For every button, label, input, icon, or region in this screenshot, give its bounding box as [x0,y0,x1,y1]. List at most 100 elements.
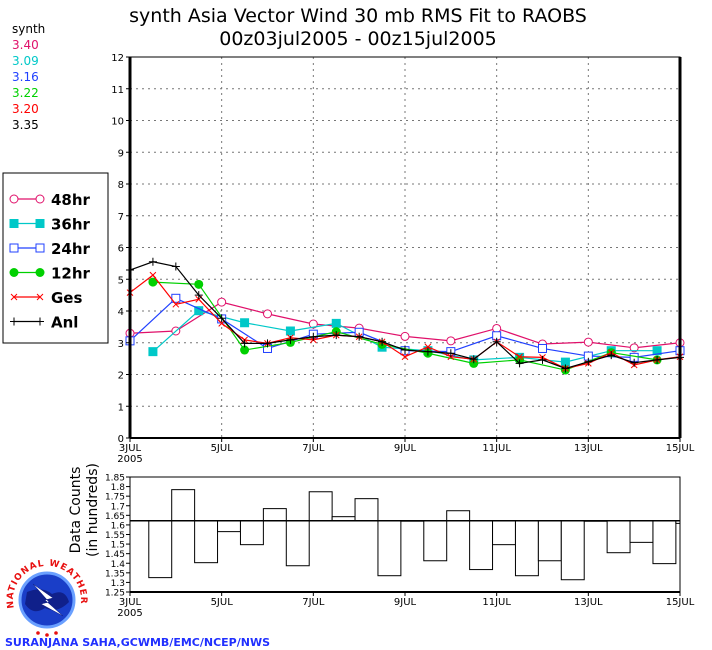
legend-item-12hr: 12hr [9,265,91,283]
data-point [332,331,341,340]
counts-ylabel-units: (in hundreds) [85,463,101,557]
count-bar [492,520,516,546]
y-tick-label: 5 [118,275,124,286]
y-tick-label: 1.85 [105,474,125,484]
data-point [285,326,295,336]
legend-marker [35,268,45,277]
x-tick-label: 9JUL [394,443,417,454]
data-point [331,318,341,328]
count-bar [537,520,562,562]
count-bar [262,508,287,522]
y-tick-label: 1 [118,402,124,413]
data-point [492,323,502,333]
count-bar [194,520,219,564]
series-anl [126,257,684,373]
count-bar [308,491,333,522]
y-tick-label: 1.25 [105,589,125,599]
credit-text: SURANJANA SAHA,GCWMB/EMC/NCEP/NWS [5,636,270,649]
data-point [148,277,158,287]
data-point [516,353,523,361]
data-point [240,318,250,328]
y-tick-label: 9 [118,148,124,159]
y-tick-label: 10 [111,117,124,128]
legend-label: 36hr [51,216,91,234]
stat-24hr: 3.16 [12,70,39,84]
count-bar [171,489,196,522]
x-tick-label: 15JUL [666,597,695,608]
legend-marker [35,243,45,253]
count-bar [239,520,264,546]
y-tick-label: 1.6 [111,521,126,531]
y-tick-label: 1.35 [105,569,125,579]
y-tick-label: 8 [118,180,124,191]
data-point [355,332,364,341]
y-tick-label: 1.7 [111,502,125,512]
legend-marker [36,317,44,326]
data-point [401,353,409,361]
x-tick-year: 2005 [117,454,142,465]
x-tick-label: 3JUL [119,597,142,608]
legend-label: Anl [51,314,78,332]
count-bar [377,520,402,577]
count-bar [514,520,539,577]
count-bar [285,520,310,567]
data-point [653,355,662,364]
y-tick-label: 2 [118,371,124,382]
count-bar [148,520,173,579]
counts-bars [130,489,681,581]
x-tick-label: 7JUL [302,443,325,454]
legend-label: Ges [51,289,82,307]
x-tick-label: 15JUL [666,443,695,454]
y-tick-label: 1.75 [105,493,125,503]
x-tick-label: 11JUL [482,443,511,454]
data-point [652,346,662,356]
main-grid [130,57,680,438]
data-point [217,297,227,307]
y-tick-label: 1.4 [111,560,126,570]
x-tick-label: 9JUL [394,597,417,608]
stat-48hr: 3.40 [12,38,39,52]
data-point [629,343,639,353]
data-point [515,359,524,368]
stat-36hr: 3.09 [12,54,39,68]
legend-marker [35,219,45,228]
legend-item-ges: Ges [10,289,82,307]
legend-box [2,172,109,344]
data-point [469,355,478,364]
data-point [240,345,250,355]
data-point [263,339,272,348]
x-tick-label: 13JUL [574,597,603,608]
data-point [194,291,203,300]
x-tick-label: 5JUL [211,443,234,454]
legend-items: 48hr 36hr 24hr 12hr Ges Anl [9,191,91,332]
data-point [423,347,432,356]
stat-ges: 3.20 [12,102,39,116]
count-bar [423,520,448,562]
y-tick-label: 11 [111,85,124,96]
x-tick-label: 7JUL [302,597,325,608]
legend-marker [9,219,19,228]
legend-marker [10,317,18,326]
data-point [378,337,387,346]
x-tick-label: 13JUL [574,443,603,454]
legend-item-48hr: 48hr [9,191,91,209]
x-tick-label: 5JUL [211,597,234,608]
chart-subtitle: 00z03jul2005 - 00z15jul2005 [219,28,497,50]
y-tick-label: 1.65 [105,512,125,522]
legend-item-24hr: 24hr [9,240,91,258]
y-tick-label: 0 [118,434,124,445]
chart-title: synth Asia Vector Wind 30 mb RMS Fit to … [129,5,587,27]
data-point [217,314,226,323]
legend-marker [10,293,18,301]
stat-12hr: 3.22 [12,86,39,100]
main-plot-frame [129,56,681,439]
count-bar [560,520,585,581]
data-point [584,357,593,366]
count-bar [652,520,677,565]
nws-logo: NATIONAL WEATHER SERVICE [6,559,88,641]
legend-marker [36,293,44,301]
data-point [560,357,570,367]
counts-ticks: 1.251.31.351.41.451.51.551.61.651.71.751… [105,474,695,620]
stats-block: synth 3.40 3.09 3.16 3.22 3.20 3.35 [12,22,45,132]
data-point [240,339,249,348]
